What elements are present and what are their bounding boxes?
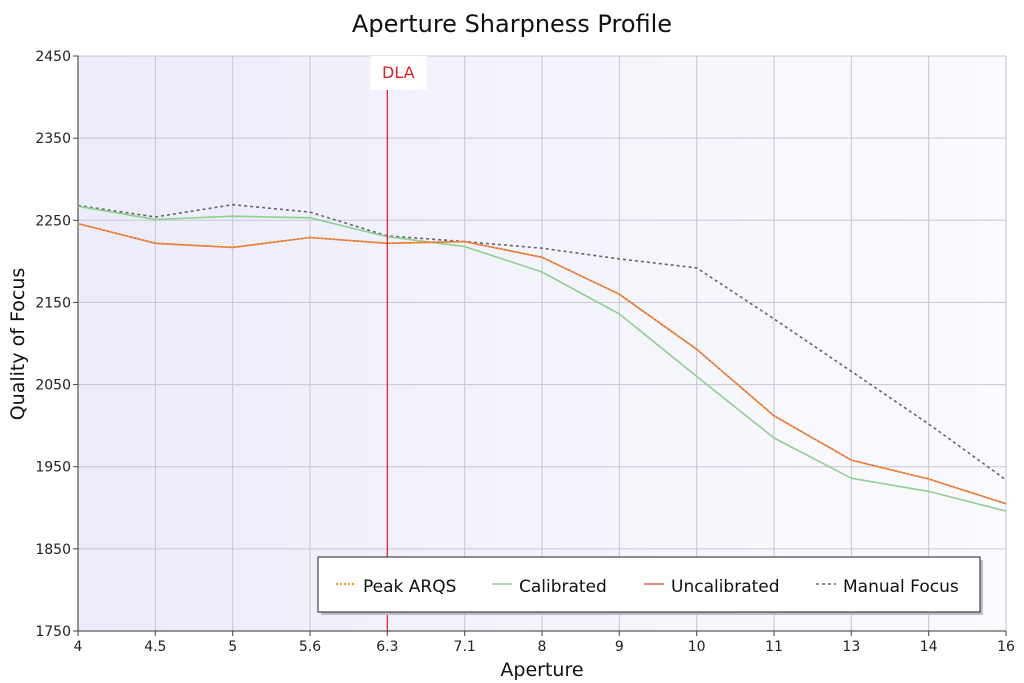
x-tick-label: 4 (74, 639, 83, 655)
y-tick-label: 2350 (35, 131, 71, 147)
x-tick-label: 10 (688, 639, 706, 655)
x-tick-label: 16 (997, 639, 1015, 655)
x-tick-label: 5 (228, 639, 237, 655)
dla-label: DLA (382, 63, 415, 82)
series-line-calibrated (77, 205, 1007, 512)
y-tick-label: 2450 (35, 49, 71, 65)
legend: Peak ARQS Calibrated Uncalibrated Manual Fo… (317, 556, 983, 615)
y-tick-label: 1850 (35, 542, 71, 558)
x-tick-label: 14 (920, 639, 938, 655)
x-tick-label: 8 (538, 639, 547, 655)
x-tick-label: 11 (765, 639, 783, 655)
x-tick-label: 9 (615, 639, 624, 655)
axes: 4 4.5 5 5.6 6.3 7.1 8 9 10 11 13 14 16 1750 1850 1950 20… (35, 49, 1015, 655)
x-tick-label: 13 (842, 639, 860, 655)
legend-label-calibrated: Calibrated (519, 577, 607, 597)
x-axis-title: Aperture (500, 659, 583, 681)
annotations: DLA (370, 56, 427, 631)
x-tick-label: 6.3 (376, 639, 398, 655)
series-group (77, 203, 1007, 512)
y-tick-label: 2150 (35, 295, 71, 311)
y-tick-label: 2050 (35, 378, 71, 394)
grid (77, 55, 1007, 632)
y-tick-label: 1950 (35, 460, 71, 476)
series-line-peak-arqs (77, 222, 1007, 505)
plot-area: 4 4.5 5 5.6 6.3 7.1 8 9 10 11 13 14 16 1750 1850 1950 20… (35, 49, 1015, 655)
x-tick-label: 5.6 (299, 639, 321, 655)
dla-label-background (370, 56, 427, 90)
y-tick-label: 2250 (35, 213, 71, 229)
legend-label-peak-arqs: Peak ARQS (363, 577, 456, 597)
y-tick-label: 1750 (35, 624, 71, 640)
legend-label-manual-focus: Manual Focus (843, 577, 959, 597)
x-tick-label: 7.1 (454, 639, 476, 655)
chart-title: Aperture Sharpness Profile (352, 10, 672, 38)
x-tick-label: 4.5 (144, 639, 166, 655)
series-line-manual-focus (77, 203, 1007, 481)
legend-label-uncalibrated: Uncalibrated (671, 577, 780, 597)
y-axis-title: Quality of Focus (7, 268, 29, 421)
